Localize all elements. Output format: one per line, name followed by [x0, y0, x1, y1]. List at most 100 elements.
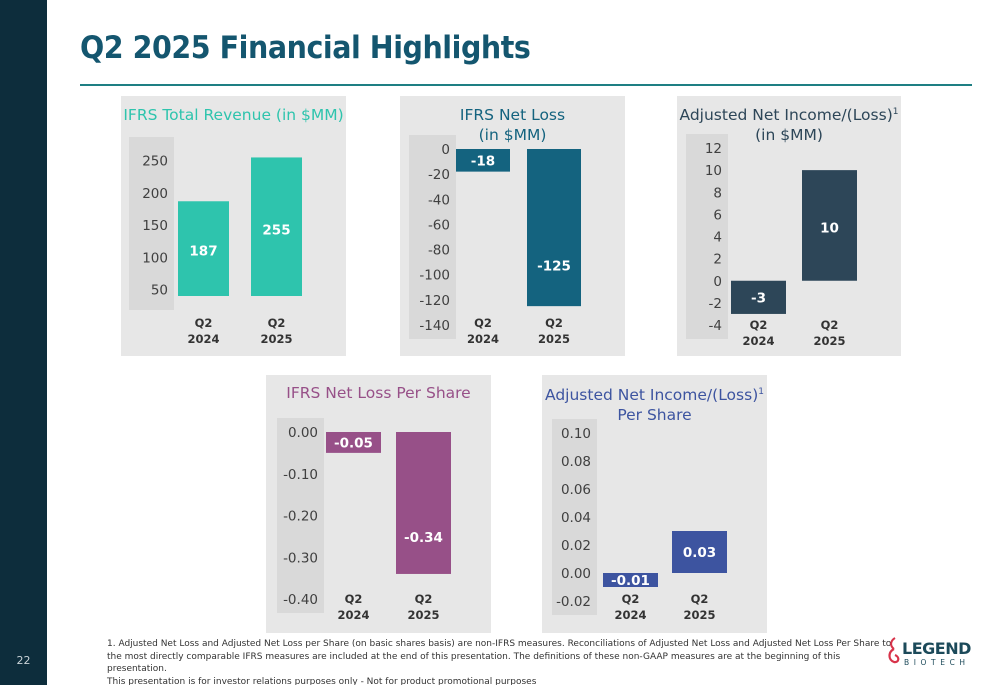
y-axis-strip: [686, 134, 728, 339]
chart-title-text: (in $MM): [478, 126, 547, 144]
y-tick-label: -0.40: [283, 592, 318, 608]
x-category-label: 2025: [813, 334, 845, 348]
y-tick-label: 100: [142, 250, 168, 266]
bar: [603, 573, 658, 587]
y-axis-strip: [277, 418, 324, 613]
bar: [251, 157, 302, 296]
chart-svg: -0.02 0.00 0.02 0.04 0.06 0.08 0.10 -0.01 Q2 2024…: [552, 419, 727, 622]
y-tick-label: 0: [441, 142, 450, 158]
x-category-label: Q2: [622, 592, 640, 606]
y-tick-label: 250: [142, 154, 168, 170]
chart-title-line: (in $MM): [400, 125, 625, 145]
chart-title: IFRS Net Loss (in $MM): [400, 105, 625, 145]
bar-value-label: 0.03: [683, 545, 716, 561]
y-tick-label: 6: [713, 207, 722, 223]
x-category-label: 2025: [683, 608, 715, 622]
bar-value-label: -125: [537, 258, 571, 274]
chart-svg: 0 -20 -40 -60 -80 -100 -120 -140 -18 Q2 2024 -125 Q2…: [409, 135, 581, 346]
y-tick-label: -2: [709, 296, 722, 312]
x-category-label: Q2: [691, 592, 709, 606]
bar-value-label: -0.05: [334, 435, 373, 451]
x-category-label: 2024: [337, 608, 369, 622]
chart-title-text: Adjusted Net Income/(Loss): [545, 386, 759, 404]
x-category-label: 2025: [260, 332, 292, 346]
x-category-label: 2025: [407, 608, 439, 622]
footnote-disclaimer: This presentation is for investor relati…: [107, 676, 537, 685]
y-tick-label: 0.10: [561, 426, 591, 442]
y-tick-label: 0.00: [561, 566, 591, 582]
chart-title-text: Per Share: [617, 406, 692, 424]
bar: [731, 280, 786, 314]
chart-title-footnote-marker: 1: [892, 106, 899, 117]
bar-value-label: 255: [262, 222, 290, 238]
title-divider: [80, 84, 972, 86]
x-category-label: 2025: [538, 332, 570, 346]
chart-svg: 0.00 -0.10 -0.20 -0.30 -0.40 -0.05 Q2 2024 -0.34…: [277, 418, 451, 622]
chart-title-line: Adjusted Net Income/(Loss)1: [542, 385, 767, 405]
chart-title-line: (in $MM): [677, 125, 901, 145]
footnote: 1. Adjusted Net Loss and Adjusted Net Lo…: [107, 638, 897, 685]
page-title: Q2 2025 Financial Highlights: [80, 30, 531, 66]
y-axis-strip: [409, 135, 456, 339]
y-tick-label: -0.20: [283, 509, 318, 525]
bar: [456, 149, 510, 172]
y-tick-label: 150: [142, 218, 168, 234]
logo-wordmark: LEGEND: [902, 639, 971, 658]
bar-value-label: 10: [820, 221, 839, 237]
bar: [527, 149, 581, 307]
y-tick-label: 50: [151, 283, 168, 299]
x-category-label: 2024: [742, 334, 774, 348]
bar-value-label: -18: [471, 153, 495, 169]
chart-svg: 50 100 150 200 250 187 Q2 2024 255 Q2 2025: [129, 137, 302, 346]
x-category-label: Q2: [345, 592, 363, 606]
bar: [326, 432, 381, 453]
y-tick-label: 0.00: [288, 425, 318, 441]
x-category-label: 2024: [187, 332, 219, 346]
y-tick-label: 200: [142, 186, 168, 202]
chart-svg: -4 -2 0 2 4 6 8 10 12 -3 Q2 2024 10 Q2 2025: [686, 134, 857, 348]
y-tick-label: -20: [428, 167, 450, 183]
y-axis-strip: [129, 137, 174, 310]
chart-title-text: (in $MM): [755, 126, 823, 144]
x-category-label: Q2: [415, 592, 433, 606]
footnote-definition: 1. Adjusted Net Loss and Adjusted Net Lo…: [107, 639, 892, 674]
bar-value-label: -0.01: [611, 573, 650, 589]
legend-biotech-logo: LEGEND BIOTECH: [886, 632, 976, 672]
chart-title-footnote-marker: 1: [758, 386, 764, 397]
chart-title-line: IFRS Net Loss Per Share: [266, 383, 491, 403]
y-tick-label: -100: [419, 268, 450, 284]
y-tick-label: -4: [709, 318, 722, 334]
bar-value-label: -0.34: [404, 530, 443, 546]
x-category-label: Q2: [821, 318, 839, 332]
chart-title-text: IFRS Net Loss Per Share: [286, 384, 471, 402]
bar-value-label: -3: [751, 290, 766, 306]
y-tick-label: -40: [428, 192, 450, 208]
bar: [672, 531, 727, 573]
x-category-label: Q2: [268, 316, 286, 330]
bar: [396, 432, 451, 574]
y-axis-strip: [552, 419, 597, 615]
chart-panel-adjusted-net-income: Adjusted Net Income/(Loss)1 (in $MM) -4 -2…: [677, 96, 901, 356]
left-accent-bar: [0, 0, 47, 685]
y-tick-label: -60: [428, 217, 450, 233]
y-tick-label: -0.02: [556, 594, 591, 610]
chart-title: Adjusted Net Income/(Loss)1 Per Share: [542, 385, 767, 425]
y-tick-label: 10: [705, 163, 722, 179]
y-tick-label: -120: [419, 293, 450, 309]
chart-title: Adjusted Net Income/(Loss)1 (in $MM): [677, 105, 901, 145]
chart-panel-net-loss-per-share: IFRS Net Loss Per Share 0.00 -0.10 -0.20 -0…: [266, 375, 491, 633]
y-tick-label: 8: [713, 185, 722, 201]
bar: [178, 201, 229, 296]
y-tick-label: 4: [713, 230, 722, 246]
y-tick-label: -0.10: [283, 467, 318, 483]
x-category-label: Q2: [750, 318, 768, 332]
chart-title-text: Adjusted Net Income/(Loss): [679, 106, 893, 124]
chart-title-line: IFRS Total Revenue (in $MM): [121, 105, 346, 125]
chart-title-line: IFRS Net Loss: [400, 105, 625, 125]
y-tick-label: 0.06: [561, 482, 591, 498]
x-category-label: 2024: [614, 608, 646, 622]
bar: [802, 170, 857, 281]
logo-subtitle: BIOTECH: [904, 658, 970, 667]
x-category-label: Q2: [545, 316, 563, 330]
y-tick-label: 0.08: [561, 454, 591, 470]
